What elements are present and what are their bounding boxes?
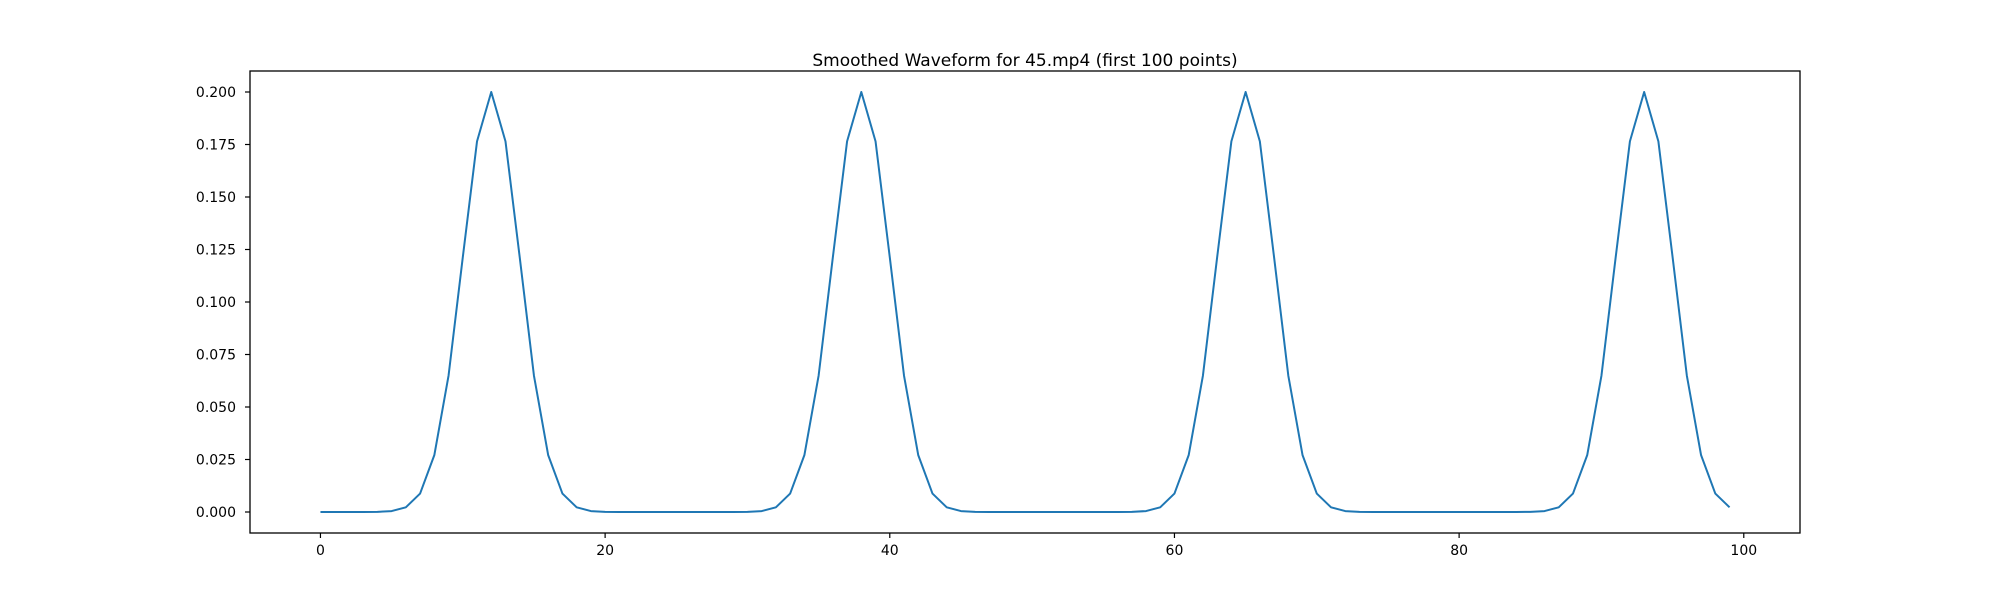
x-tick-label: 40 <box>881 543 899 559</box>
x-tick-label: 0 <box>316 543 325 559</box>
plot-area-spines <box>249 70 1801 534</box>
y-tick-label: 0.175 <box>196 138 236 154</box>
x-tick-label: 20 <box>596 543 614 559</box>
axes: 0 20 40 60 80 100 0.000 0.025 0.050 0.075 0.100 0.1… <box>196 70 1801 559</box>
x-tick-label: 100 <box>1730 543 1757 559</box>
y-tick-label: 0.000 <box>196 505 236 521</box>
x-tick-label: 60 <box>1166 543 1184 559</box>
waveform-line <box>320 91 1731 513</box>
y-tick-label: 0.150 <box>196 190 236 206</box>
x-tick-label: 80 <box>1450 543 1468 559</box>
y-tick-label: 0.125 <box>196 243 236 259</box>
chart-title: Smoothed Waveform for 45.mp4 (first 100 … <box>812 51 1237 71</box>
y-tick-label: 0.050 <box>196 400 236 416</box>
y-tick-label: 0.100 <box>196 295 236 311</box>
y-tick-label: 0.200 <box>196 85 236 101</box>
y-tick-label: 0.025 <box>196 453 236 469</box>
y-tick-label: 0.075 <box>196 348 236 364</box>
